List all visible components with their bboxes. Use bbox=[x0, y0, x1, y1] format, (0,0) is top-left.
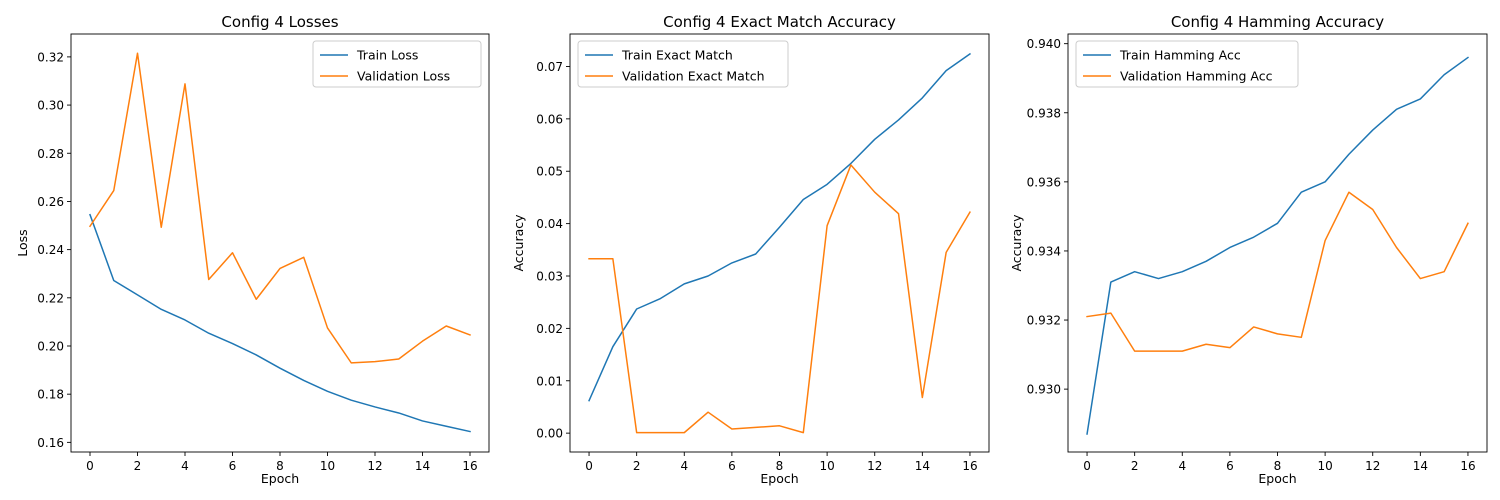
legend-box bbox=[312, 40, 482, 88]
series-line-validation bbox=[88, 52, 471, 364]
x-axis-label: Epoch bbox=[1258, 471, 1296, 486]
plot-frame bbox=[569, 33, 990, 453]
x-tick-label: 0 bbox=[585, 459, 593, 473]
legend-entry-label: Train Exact Match bbox=[621, 48, 733, 63]
y-axis-label: Accuracy bbox=[1009, 214, 1024, 272]
y-axis-label: Loss bbox=[15, 229, 30, 256]
x-tick-label: 10 bbox=[1317, 459, 1332, 473]
series-line-validation bbox=[588, 164, 971, 434]
legend-entry-label: Train Hamming Acc bbox=[1119, 48, 1241, 63]
series-line-train bbox=[588, 52, 971, 402]
x-tick-label: 4 bbox=[680, 459, 688, 473]
x-tick-label: 8 bbox=[276, 459, 284, 473]
y-tick-label: 0.01 bbox=[536, 374, 563, 388]
y-tick-label: 0.22 bbox=[37, 291, 64, 305]
chart-panel-3: Config 4 Hamming Accuracy 0 2 4 6 8 10 12 14 16 0.… bbox=[1009, 13, 1488, 486]
y-tick-label: 0.04 bbox=[536, 217, 563, 231]
y-tick-label: 0.940 bbox=[1027, 37, 1061, 51]
x-tick-label: 6 bbox=[1226, 459, 1234, 473]
chart-panel-2: Config 4 Exact Match Accuracy 0 2 4 6 8 10 12 14… bbox=[511, 13, 990, 486]
x-tick-label: 12 bbox=[1365, 459, 1380, 473]
x-tick-label: 14 bbox=[915, 459, 930, 473]
y-tick-label: 0.930 bbox=[1027, 383, 1061, 397]
y-tick-label: 0.28 bbox=[37, 147, 64, 161]
x-tick-label: 6 bbox=[229, 459, 237, 473]
x-tick-label: 14 bbox=[415, 459, 430, 473]
plot-frame bbox=[70, 33, 490, 453]
x-tick-label: 2 bbox=[1131, 459, 1139, 473]
x-tick-label: 8 bbox=[1274, 459, 1282, 473]
y-tick-label: 0.932 bbox=[1027, 314, 1061, 328]
chart-panel-1: Config 4 Losses 0 2 4 6 8 10 12 14 16 0.16 0.18 0.20… bbox=[15, 13, 490, 486]
x-tick-label: 2 bbox=[134, 459, 142, 473]
y-tick-label: 0.20 bbox=[37, 339, 64, 353]
y-tick-label: 0.05 bbox=[536, 165, 563, 179]
x-tick-label: 16 bbox=[1460, 459, 1475, 473]
y-tick-label: 0.06 bbox=[536, 112, 563, 126]
x-tick-label: 6 bbox=[728, 459, 736, 473]
legend-entry-label: Validation Loss bbox=[357, 69, 450, 84]
series-line-validation bbox=[1086, 191, 1469, 352]
y-tick-label: 0.03 bbox=[536, 270, 563, 284]
x-tick-label: 12 bbox=[367, 459, 382, 473]
y-axis-label: Accuracy bbox=[511, 214, 526, 272]
series-line-train bbox=[89, 213, 471, 433]
legend-entry-label: Validation Exact Match bbox=[622, 69, 765, 84]
y-tick-label: 0.02 bbox=[536, 322, 563, 336]
chart-title: Config 4 Exact Match Accuracy bbox=[663, 13, 896, 31]
x-tick-label: 16 bbox=[462, 459, 477, 473]
chart-title: Config 4 Losses bbox=[221, 13, 338, 31]
legend-entry-label: Train Loss bbox=[356, 48, 418, 63]
series-line-train bbox=[1086, 56, 1469, 435]
y-tick-label: 0.07 bbox=[536, 60, 563, 74]
x-tick-label: 4 bbox=[1178, 459, 1186, 473]
x-axis-label: Epoch bbox=[760, 471, 798, 486]
y-tick-label: 0.16 bbox=[37, 436, 64, 450]
x-axis-label: Epoch bbox=[261, 471, 299, 486]
x-tick-label: 14 bbox=[1413, 459, 1428, 473]
legend: Train Loss Validation Loss bbox=[312, 40, 482, 88]
y-tick-label: 0.26 bbox=[37, 195, 64, 209]
legend-entry-label: Validation Hamming Acc bbox=[1120, 69, 1273, 84]
x-tick-label: 8 bbox=[776, 459, 784, 473]
y-tick-label: 0.30 bbox=[37, 99, 64, 113]
y-tick-label: 0.24 bbox=[37, 243, 64, 257]
x-tick-label: 2 bbox=[633, 459, 641, 473]
y-tick-label: 0.00 bbox=[536, 427, 563, 441]
y-tick-label: 0.938 bbox=[1027, 106, 1061, 120]
x-tick-label: 4 bbox=[181, 459, 189, 473]
chart-title: Config 4 Hamming Accuracy bbox=[1171, 13, 1384, 31]
legend-box bbox=[1075, 40, 1299, 88]
legend: Train Hamming Acc Validation Hamming Acc bbox=[1075, 40, 1299, 88]
legend-box bbox=[577, 40, 789, 88]
y-tick-label: 0.32 bbox=[37, 50, 64, 64]
x-tick-label: 12 bbox=[867, 459, 882, 473]
x-tick-label: 10 bbox=[819, 459, 834, 473]
plot-frame bbox=[1067, 33, 1488, 453]
x-tick-label: 10 bbox=[320, 459, 335, 473]
legend: Train Exact Match Validation Exact Match bbox=[577, 40, 789, 88]
x-tick-label: 0 bbox=[86, 459, 94, 473]
y-tick-label: 0.934 bbox=[1027, 244, 1061, 258]
y-tick-label: 0.18 bbox=[37, 388, 64, 402]
x-tick-label: 0 bbox=[1083, 459, 1091, 473]
x-tick-label: 16 bbox=[962, 459, 977, 473]
y-tick-label: 0.936 bbox=[1027, 175, 1061, 189]
